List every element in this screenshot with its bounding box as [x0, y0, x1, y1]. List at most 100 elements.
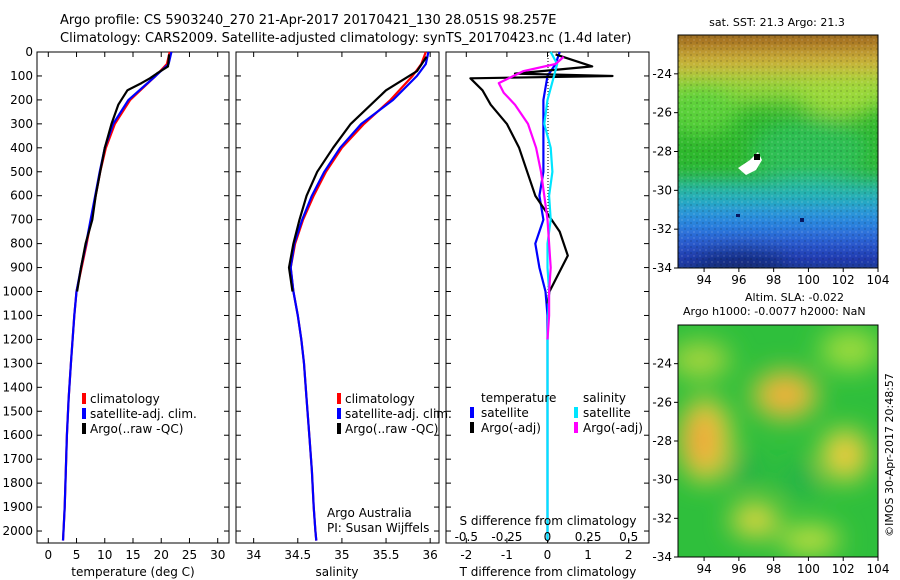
- x-tick-label: 0: [544, 548, 552, 562]
- sla-map-title-2: Argo h1000: -0.0077 h2000: NaN: [683, 305, 866, 318]
- series-line-salinity-satellite: [543, 51, 559, 541]
- sst-map-title: sat. SST: 21.3 Argo: 21.3: [709, 16, 845, 29]
- salinity-legend: climatology satellite-adj. clim. Argo(..…: [337, 392, 452, 436]
- temperature-legend: climatology satellite-adj. clim. Argo(..…: [82, 392, 197, 436]
- temperature-panel: 0100200300400500600700800900100011001200…: [2, 45, 649, 579]
- series-line-climatology: [61, 51, 171, 541]
- legend-label-t-satellite: satellite: [481, 406, 529, 420]
- x-tick-label: 0: [44, 548, 52, 562]
- x-tick-label: 35: [334, 548, 349, 562]
- series-line-satellite-adj-clim-: [289, 51, 430, 541]
- y-tick-label: 500: [10, 165, 33, 179]
- y-tick-label: 1900: [2, 500, 33, 514]
- difference-panel: -2 -1 0 1 2 S difference from climatology -0…: [445, 51, 650, 579]
- y-tick-label: 1700: [2, 452, 33, 466]
- depth-ticks: 0 100 200 300 400 500 600 700 800 900 1000 1100 1200…: [2, 45, 649, 538]
- x-tick-label: -2: [460, 548, 472, 562]
- map-y-tick-label: -24: [652, 67, 672, 81]
- temperature-lines: [61, 51, 173, 541]
- map-x-tick-label: 100: [797, 562, 820, 576]
- legend-swatch-s-argo: [574, 422, 578, 433]
- x-tick-label: 5: [73, 548, 81, 562]
- map-x-tick-label: 100: [797, 273, 820, 287]
- s-tick-label: 0: [544, 530, 552, 544]
- y-tick-label: 1500: [2, 404, 33, 418]
- y-tick-label: 1600: [2, 428, 33, 442]
- difference-legend: temperature salinity satellite Argo(-adj…: [470, 391, 643, 435]
- salinity-xlabel: salinity: [315, 565, 358, 579]
- series-line-satellite-adj-clim-: [61, 51, 173, 541]
- t-difference-ticks: -2 -1 0 1 2: [460, 52, 633, 562]
- map-y-tick-label: -32: [652, 511, 672, 525]
- s-tick-label: -0.25: [491, 530, 522, 544]
- x-tick-label: 34.5: [284, 548, 311, 562]
- y-tick-label: 1100: [2, 308, 33, 322]
- sst-map: sat. SST: 21.3 Argo: 21.3: [652, 16, 889, 287]
- legend-swatch-s-satellite: [574, 407, 578, 418]
- legend-header-salinity: salinity: [583, 391, 626, 405]
- header-line-2: Climatology: CARS2009. Satellite-adjuste…: [60, 31, 632, 46]
- s-tick-label: -0.5: [455, 530, 478, 544]
- legend-swatch-climatology: [337, 393, 341, 404]
- map-y-tick-label: -32: [652, 222, 672, 236]
- series-line-argo-raw-qc-: [287, 56, 428, 292]
- map-y-tick-label: -28: [652, 434, 672, 448]
- map-x-tick-label: 104: [867, 562, 890, 576]
- map-y-tick-label: -28: [652, 145, 672, 159]
- legend-label-t-argo: Argo(-adj): [481, 421, 541, 435]
- y-tick-label: 900: [10, 261, 33, 275]
- t-difference-xlabel: T difference from climatology: [459, 565, 637, 579]
- y-tick-label: 0: [25, 45, 33, 59]
- map-y-tick-label: -34: [652, 261, 672, 275]
- imos-credit: ©IMOS 30-Apr-2017 20:48:57: [883, 373, 896, 537]
- map-y-tick-label: -34: [652, 550, 672, 564]
- sst-map-ticks: 94 96 98 100 102 104 -24 -26 -28 -30 -32 -34: [652, 67, 889, 287]
- legend-swatch-argo: [82, 423, 86, 434]
- map-y-tick-label: -26: [652, 395, 672, 409]
- map-x-tick-label: 94: [696, 273, 711, 287]
- legend-label-satellite: satellite-adj. clim.: [345, 407, 452, 421]
- salinity-ticks: 34 34.5 35 35.5 36: [246, 52, 438, 562]
- x-tick-label: -1: [501, 548, 513, 562]
- s-tick-label: 0.5: [619, 530, 638, 544]
- y-tick-label: 1300: [2, 356, 33, 370]
- temperature-xlabel: temperature (deg C): [71, 565, 194, 579]
- map-x-tick-label: 96: [731, 273, 746, 287]
- sla-field: [678, 325, 878, 557]
- x-tick-label: 2: [625, 548, 633, 562]
- argo-australia-annotation: Argo Australia: [327, 506, 412, 520]
- x-tick-label: 36: [423, 548, 438, 562]
- legend-label-climatology: climatology: [90, 392, 160, 406]
- y-tick-label: 200: [10, 93, 33, 107]
- legend-swatch-t-satellite: [470, 407, 474, 418]
- legend-label-satellite: satellite-adj. clim.: [90, 407, 197, 421]
- s-difference-tick-labels: -0.5 -0.25 0 0.25 0.5: [455, 530, 639, 544]
- sla-map-ticks: 94 96 98 100 102 104 -24 -26 -28 -30 -32 -34: [652, 357, 889, 576]
- series-line-temperature-argo-adj-: [469, 53, 614, 304]
- legend-swatch-satellite: [82, 408, 86, 419]
- x-tick-label: 35.5: [373, 548, 400, 562]
- x-tick-label: 20: [154, 548, 169, 562]
- x-tick-label: 1: [584, 548, 592, 562]
- y-tick-label: 600: [10, 189, 33, 203]
- map-y-tick-label: -30: [652, 473, 672, 487]
- legend-label-s-argo: Argo(-adj): [583, 421, 643, 435]
- temperature-ticks: 0 5 10 15 20 25 30: [44, 52, 225, 562]
- y-tick-label: 1800: [2, 476, 33, 490]
- salinity-panel: 34 34.5 35 35.5 36 salinity climatology sate…: [235, 51, 452, 579]
- legend-swatch-climatology: [82, 393, 86, 404]
- legend-swatch-satellite: [337, 408, 341, 419]
- legend-label-argo: Argo(..raw -QC): [345, 422, 438, 436]
- difference-lines: [469, 51, 614, 541]
- x-tick-label: 30: [210, 548, 225, 562]
- sst-field: [678, 35, 878, 268]
- map-y-tick-label: -30: [652, 183, 672, 197]
- pi-annotation: PI: Susan Wijffels: [327, 521, 429, 535]
- legend-label-s-satellite: satellite: [583, 406, 631, 420]
- header-line-1: Argo profile: CS 5903240_270 21-Apr-2017…: [60, 13, 556, 28]
- map-x-tick-label: 94: [696, 562, 711, 576]
- x-tick-label: 25: [182, 548, 197, 562]
- map-x-tick-label: 104: [867, 273, 890, 287]
- legend-label-climatology: climatology: [345, 392, 415, 406]
- s-difference-label: S difference from climatology: [460, 514, 637, 528]
